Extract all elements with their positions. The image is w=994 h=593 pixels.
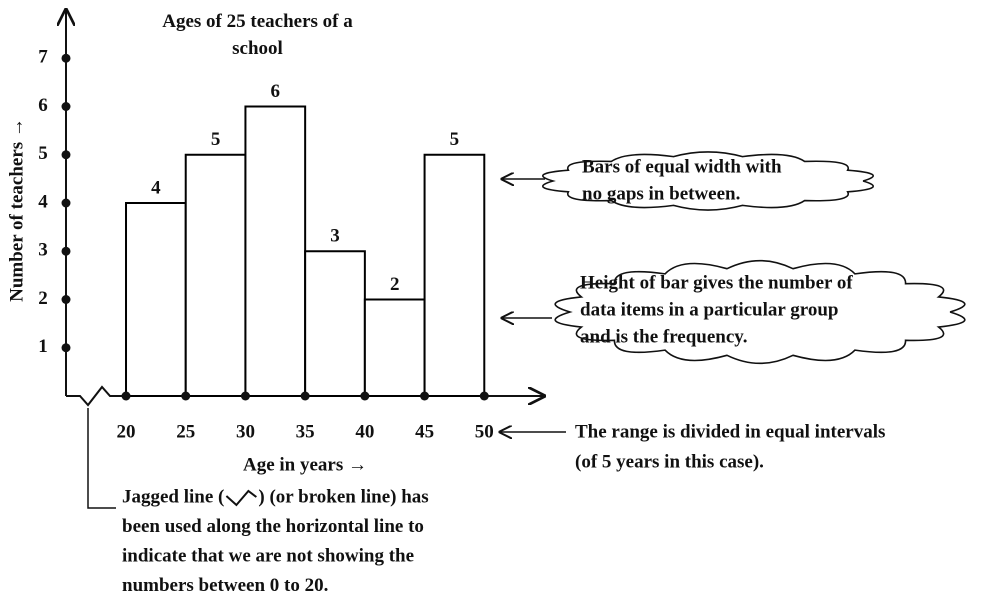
annotation: Jagged line ( [122, 486, 224, 507]
x-tick-label: 20 [117, 421, 136, 442]
x-tick [300, 391, 310, 401]
y-tick-label: 4 [38, 191, 48, 212]
x-tick-label: 40 [355, 421, 374, 442]
bar [423, 153, 486, 397]
x-tick-label: 50 [475, 421, 494, 442]
y-tick [61, 53, 71, 63]
bar [304, 250, 366, 397]
x-axis-label: Age in years → [243, 454, 367, 475]
y-tick-label: 5 [38, 143, 48, 164]
annotation: been used along the horizontal line to [122, 516, 424, 537]
x-tick [479, 391, 489, 401]
y-tick [61, 102, 71, 111]
bar [363, 298, 426, 397]
y-axis-label: Number of teachers → [6, 118, 27, 302]
bar [244, 105, 307, 397]
annotation: no gaps in between. [582, 183, 740, 204]
bar-label: 5 [211, 129, 221, 150]
annotation: The range is divided in equal intervals [575, 421, 885, 442]
x-tick-label: 25 [176, 421, 195, 442]
y-tick-label: 1 [38, 336, 48, 357]
annotation: Height of bar gives the number of [580, 272, 853, 293]
annotation: (of 5 years in this case). [575, 451, 764, 472]
chart-title: Ages of 25 teachers of a school [162, 11, 353, 59]
y-tick [61, 150, 71, 160]
x-tick-label: 35 [296, 421, 315, 442]
cloud [554, 259, 966, 365]
bar-label: 3 [330, 226, 340, 247]
y-tick [61, 295, 71, 304]
y-tick-label: 3 [38, 240, 48, 261]
annotation: numbers between 0 to 20. [122, 575, 328, 593]
y-tick [61, 198, 71, 208]
bar-label: 5 [450, 129, 460, 150]
x-tick-label: 45 [415, 421, 434, 442]
y-tick-label: 2 [38, 288, 48, 309]
bar-label: 2 [390, 274, 400, 295]
y-tick [61, 343, 71, 353]
bar [125, 202, 187, 397]
y-tick-label: 7 [38, 47, 48, 68]
bar [184, 153, 247, 397]
jag-icon [225, 489, 257, 507]
annotation: data items in a particular group [580, 299, 838, 320]
y-tick [61, 246, 71, 256]
annotation: indicate that we are not showing the [122, 545, 414, 566]
x-tick [181, 391, 191, 401]
y-tick-label: 6 [38, 95, 48, 116]
x-tick [121, 391, 131, 401]
x-tick [420, 391, 430, 401]
cloud [542, 151, 874, 211]
jag-pointer [87, 408, 116, 509]
annotation: ) (or broken line) has [258, 486, 428, 507]
x-tick [360, 391, 370, 401]
annotation: Bars of equal width with [582, 156, 782, 177]
x-tick [240, 391, 250, 401]
annotation: and is the frequency. [580, 326, 748, 347]
bar-label: 4 [151, 177, 161, 198]
x-tick-label: 30 [236, 421, 255, 442]
bar-label: 6 [271, 81, 281, 102]
